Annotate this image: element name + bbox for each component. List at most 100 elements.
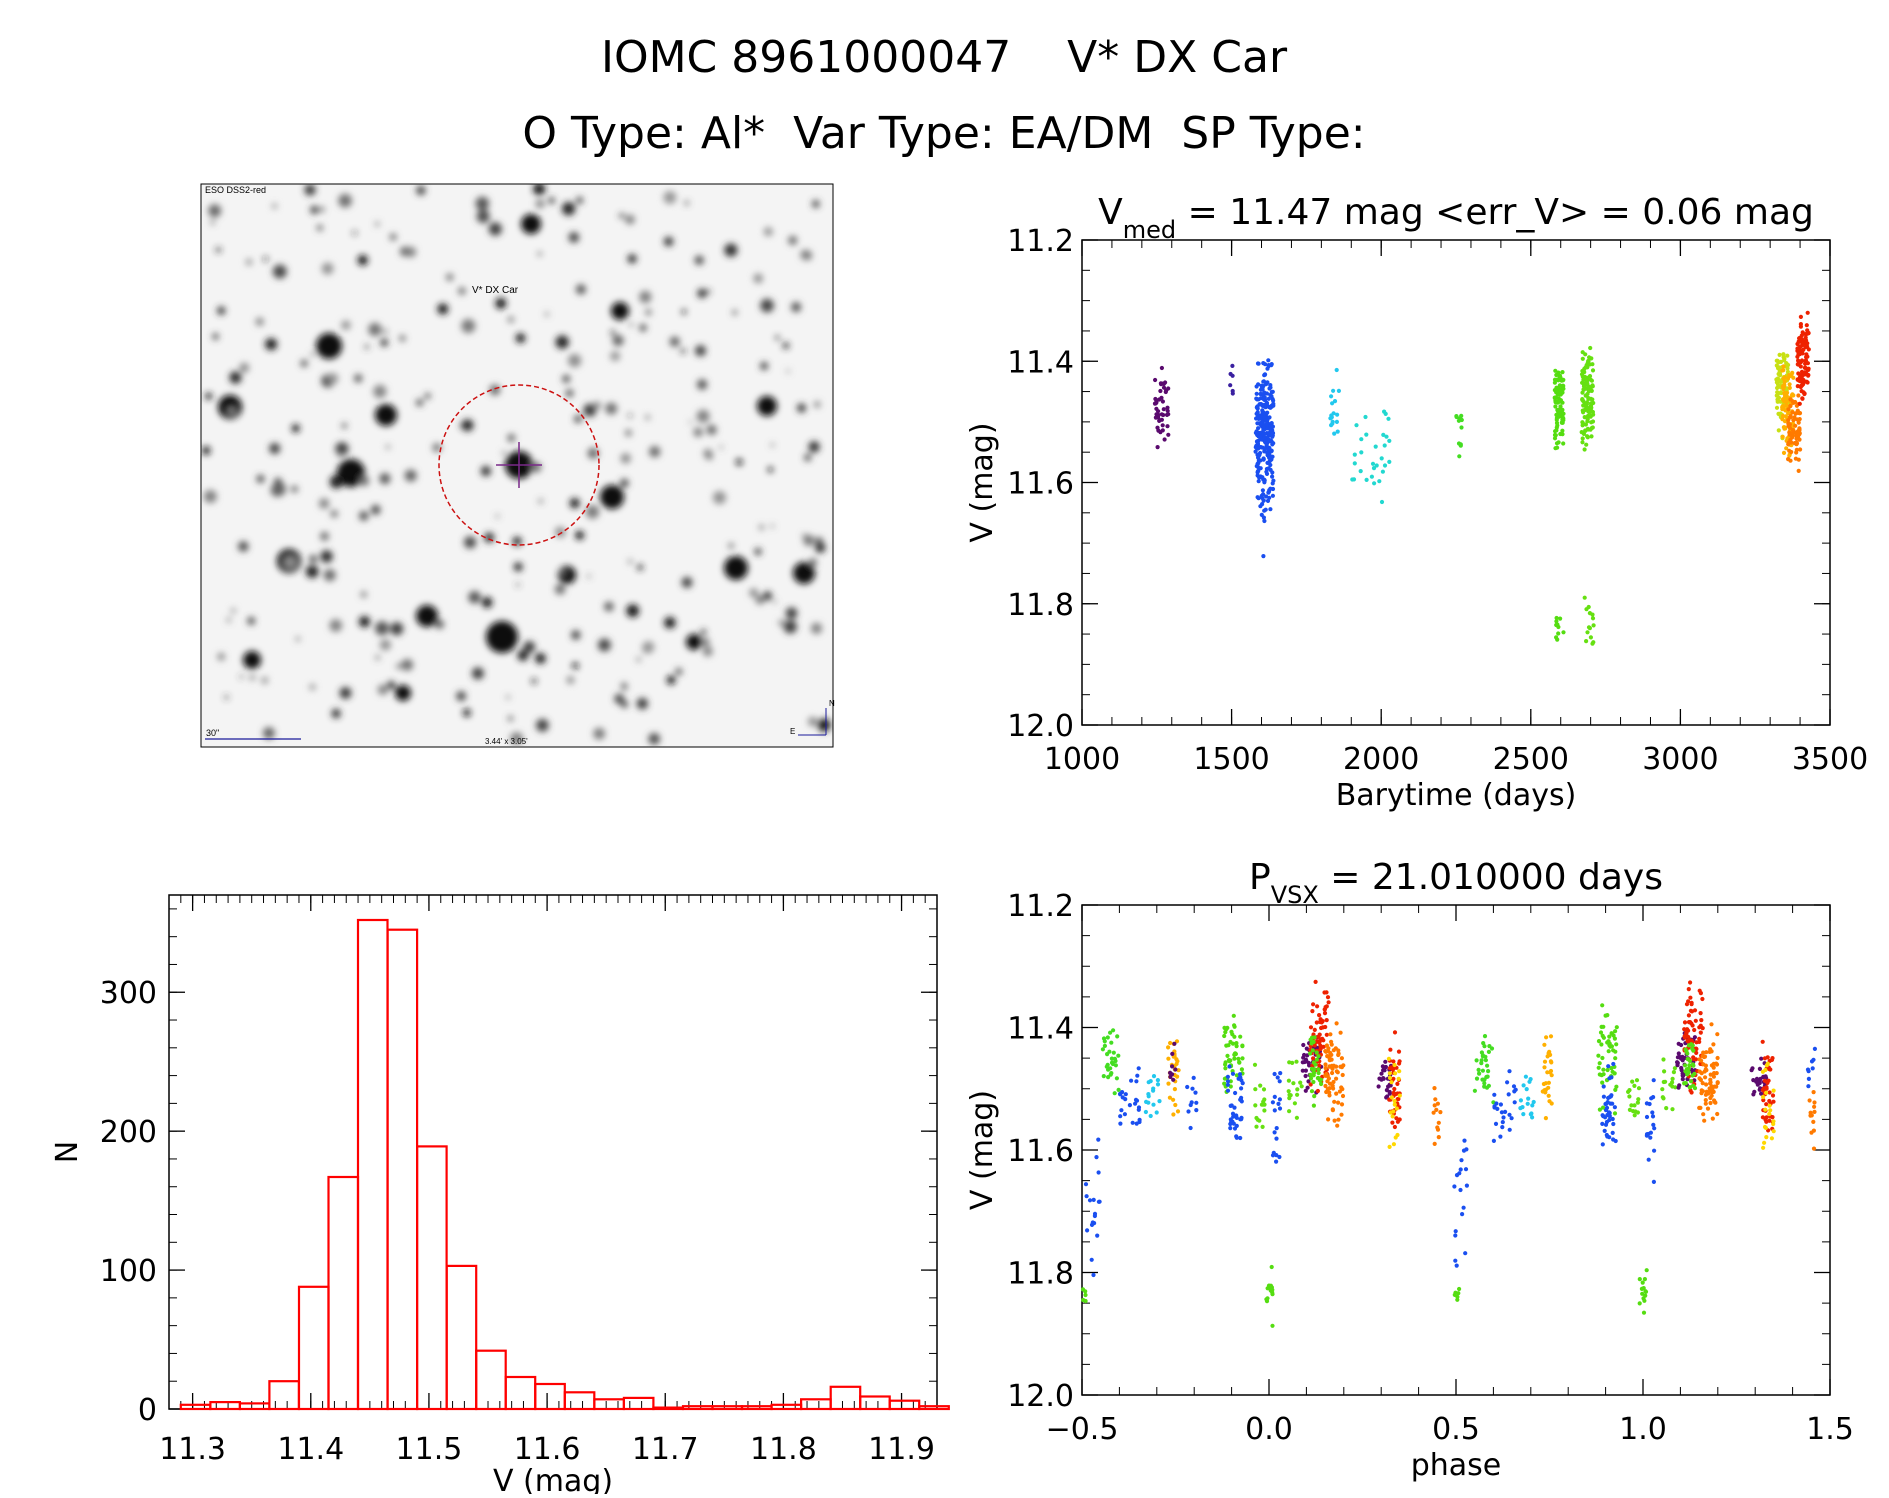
star — [309, 555, 318, 564]
data-point — [1382, 463, 1388, 468]
data-point — [1554, 615, 1559, 621]
data-point — [1684, 1049, 1689, 1054]
histogram-bar — [297, 1285, 330, 1411]
data-point — [1702, 1054, 1708, 1059]
data-point — [1240, 1056, 1245, 1061]
data-point — [1764, 1102, 1769, 1107]
data-point — [1485, 1063, 1490, 1068]
star — [424, 393, 431, 399]
data-point — [1393, 1071, 1398, 1076]
data-point — [1118, 1114, 1123, 1119]
data-point — [1790, 432, 1795, 438]
data-point — [1234, 1041, 1239, 1046]
data-point — [1264, 382, 1269, 387]
data-point — [1556, 631, 1561, 636]
star — [681, 577, 693, 588]
data-point — [1558, 431, 1563, 437]
y-tick-label: 100 — [100, 1254, 157, 1289]
data-point — [1588, 635, 1593, 640]
data-point — [1701, 1062, 1706, 1067]
data-point — [1325, 1074, 1330, 1079]
data-point — [1328, 1032, 1333, 1037]
data-point — [1261, 379, 1266, 384]
star — [778, 619, 786, 627]
data-point — [1390, 1114, 1395, 1119]
data-point — [1277, 1154, 1282, 1160]
data-point — [1686, 1057, 1691, 1062]
data-point — [1800, 348, 1805, 353]
data-point — [1260, 408, 1265, 413]
data-point — [1237, 1060, 1242, 1065]
data-point — [1805, 331, 1810, 336]
star — [512, 536, 522, 546]
data-point — [1782, 356, 1787, 361]
star — [753, 273, 763, 284]
data-point — [1581, 387, 1586, 392]
x-axis-label: phase — [1411, 1448, 1502, 1483]
data-point — [1264, 471, 1270, 476]
data-point — [1580, 440, 1585, 445]
data-point — [1277, 1106, 1283, 1111]
data-point — [1168, 1040, 1173, 1046]
star — [572, 662, 579, 669]
data-point — [1783, 426, 1788, 431]
star — [754, 548, 762, 556]
data-point — [1228, 1121, 1233, 1127]
data-point — [1582, 447, 1587, 452]
data-point — [1770, 1093, 1776, 1098]
data-point — [1670, 1076, 1675, 1081]
data-point — [1651, 1179, 1656, 1184]
data-point — [1270, 1323, 1275, 1328]
star — [215, 247, 221, 253]
data-point — [1382, 443, 1387, 448]
data-point — [1777, 352, 1782, 357]
data-point — [1435, 1101, 1440, 1106]
data-point — [1786, 407, 1791, 412]
data-point — [1610, 1130, 1615, 1135]
data-point — [1085, 1228, 1090, 1233]
star — [566, 676, 575, 684]
data-point — [1585, 435, 1590, 440]
target-label: V* DX Car — [472, 285, 519, 296]
data-point — [1291, 1081, 1296, 1086]
data-point — [1528, 1112, 1533, 1117]
histogram-bar — [593, 1398, 626, 1411]
data-point — [1170, 1064, 1175, 1069]
data-point — [1586, 358, 1591, 364]
data-point — [1336, 1100, 1341, 1105]
data-point — [1262, 431, 1267, 436]
data-point — [1787, 385, 1792, 390]
data-point — [1590, 362, 1595, 367]
star — [611, 302, 629, 320]
data-point — [1601, 1114, 1606, 1119]
data-point — [1096, 1199, 1101, 1204]
star — [481, 597, 493, 608]
data-point — [1096, 1137, 1101, 1142]
data-point — [1546, 1080, 1551, 1085]
data-point — [1232, 1024, 1237, 1029]
data-point — [1698, 991, 1703, 996]
x-tick-label: 11.8 — [750, 1432, 817, 1467]
star — [669, 336, 680, 347]
star — [783, 620, 797, 634]
data-point — [1238, 1034, 1243, 1039]
data-point — [1106, 1075, 1111, 1080]
star — [597, 638, 611, 652]
y-tick-label: 12.0 — [1007, 1379, 1074, 1414]
data-point — [1507, 1069, 1512, 1074]
data-point — [1380, 469, 1385, 474]
data-point — [1561, 441, 1566, 446]
star — [600, 485, 624, 509]
data-point — [1228, 383, 1233, 388]
data-point — [1253, 449, 1258, 454]
data-point — [1811, 1119, 1816, 1124]
data-point — [1091, 1272, 1096, 1278]
data-point — [1776, 428, 1781, 433]
data-point — [1319, 1025, 1324, 1031]
star — [732, 310, 738, 315]
data-point — [1600, 1121, 1605, 1126]
data-point — [1319, 1081, 1324, 1087]
star — [642, 641, 655, 653]
star — [639, 324, 647, 332]
star — [271, 203, 278, 209]
